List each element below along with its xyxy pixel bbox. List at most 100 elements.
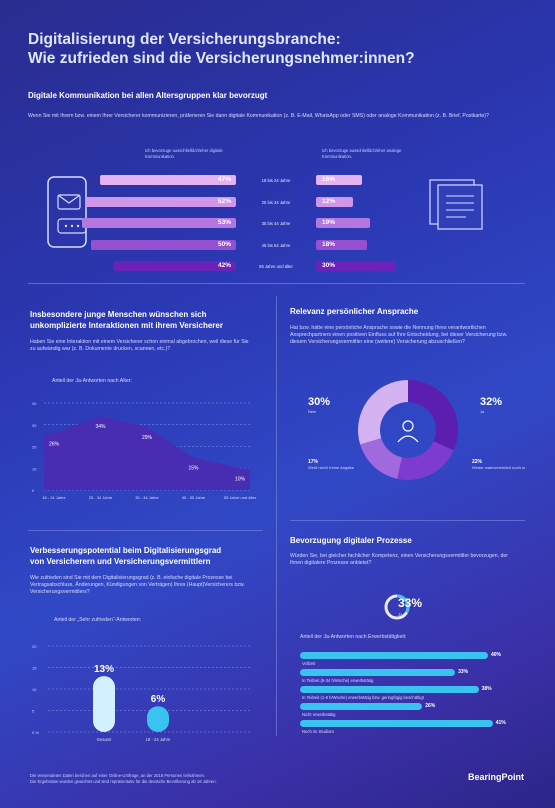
slice-label: Nein: [308, 409, 316, 414]
share-value: 33%: [398, 596, 423, 610]
slice-label: Weiß nicht/ Keine Angabe: [308, 465, 355, 470]
data-label: 34%: [95, 424, 106, 430]
donut-slice: [360, 438, 402, 479]
hbar-label: In Teilzeit (1-8 h/Woche) erwerbstätig b…: [302, 695, 424, 700]
divider-vertical: [276, 296, 277, 736]
section5-question: Würden Sie, bei gleicher fachlicher Komp…: [290, 553, 508, 566]
section2-heading: Insbesondere junge Menschen wünschen sic…: [30, 309, 223, 331]
hbar-value: 33%: [458, 669, 469, 675]
hbar-value: 41%: [495, 720, 506, 726]
bar-value: 13%: [94, 664, 114, 675]
digital-bar: 42%: [114, 261, 236, 271]
documents-icon: [429, 179, 483, 230]
data-label: 29%: [142, 435, 153, 441]
abort-rate-area-chart: 40 30 20 10 0 26% 18 - 24 Jahre 34% 25 - 34 Jahr…: [32, 401, 257, 500]
section3-heading: Relevanz persönlicher Ansprache: [290, 307, 419, 316]
digital-bar: 53%: [82, 218, 236, 228]
hbar-value: 38%: [481, 686, 492, 692]
x-tick-label: 35 - 44 Jahre: [135, 495, 159, 500]
smartphone-chat-icon: [47, 176, 87, 248]
data-label: 26%: [49, 441, 60, 447]
section4-chart-label: Anteil der „Sehr zufrieden“-Antworten:: [54, 617, 142, 623]
footer-note-line1: Die verwendeten Daten beruhen auf einer …: [30, 773, 206, 778]
section1-heading: Digitale Kommunikation bei allen Altersg…: [28, 91, 268, 100]
digital-bar-label: 47%: [217, 176, 231, 183]
bar: [147, 706, 169, 732]
x-tick-label: 25 - 34 Jahre: [89, 495, 113, 500]
x-tick-label: 45 - 55 Jahre: [182, 495, 206, 500]
age-group-label: 55 Jahre und älter: [259, 264, 293, 269]
y-tick-label: 20: [32, 644, 37, 649]
age-group-label: 25 bis 34 Jahre: [261, 199, 291, 205]
title-line-1: Digitalisierung der Versicherungsbranche…: [28, 31, 341, 48]
section2-heading-line1: Insbesondere junge Menschen wünschen sic…: [30, 310, 207, 319]
y-tick-label: 0: [32, 488, 35, 493]
section3-question: Hat bzw. hätte eine persönliche Ansprach…: [290, 325, 508, 345]
analog-bar: 16%: [316, 175, 363, 185]
hbar: [300, 686, 479, 693]
slice-value: 32%: [480, 396, 502, 408]
section4-heading-line2: von Versicherern und Versicherungsvermit…: [30, 557, 211, 566]
analog-bar-label: 18%: [322, 240, 336, 248]
analog-bar: 18%: [316, 239, 368, 250]
donut-slice: [408, 380, 458, 451]
hbar-label: In Teilzeit (8-34 h/Woche) erwerbstätig: [302, 678, 374, 683]
age-group-label: 18 bis 24 Jahre: [261, 178, 291, 183]
y-tick-label: 5: [32, 709, 35, 714]
hbar-label: Vollzeit: [302, 661, 316, 666]
analog-bar-label: 16%: [322, 176, 336, 183]
digital-bar: 50%: [91, 239, 236, 250]
y-tick-label: 40: [32, 401, 37, 406]
legend-digital: Ich bevorzuge ausschließlich/eher digita…: [145, 148, 223, 159]
analog-bar: 30%: [316, 261, 396, 271]
donut-slice: [358, 380, 408, 445]
bar: [93, 676, 115, 732]
hbar-value: 40%: [491, 652, 502, 658]
section2-question: Haben Sie eine Interaktion mit einem Ver…: [30, 339, 249, 352]
digital-bar-label: 53%: [217, 219, 231, 226]
hbar: [300, 720, 493, 727]
slice-value: 22%: [472, 459, 483, 465]
slice-label: Weder wahrscheinlich noch unwahrscheinli…: [472, 465, 525, 470]
y-tick-label: 20: [32, 445, 37, 450]
analog-bar-label: 12%: [322, 197, 336, 205]
analog-bar-label: 30%: [322, 262, 336, 269]
section2-chart-label: Anteil der Ja-Antworten nach Alter:: [52, 378, 132, 384]
digital-bar-label: 50%: [217, 240, 231, 248]
donut-slice: [397, 441, 454, 480]
hbar-value: 26%: [425, 703, 436, 709]
divider: [290, 520, 525, 521]
digital-bar: 52%: [85, 196, 236, 207]
hbar-label: Noch im Studium: [302, 729, 334, 734]
age-group-label: 45 bis 54 Jahre: [261, 242, 291, 248]
footer-note: Die verwendeten Daten beruhen auf einer …: [30, 773, 330, 784]
section4-heading-line1: Verbesserungspotential beim Digitalisier…: [30, 546, 222, 555]
area-series: [44, 416, 250, 490]
y-tick-label: 10: [32, 687, 37, 692]
share-label: Ja: [398, 612, 403, 617]
section2-heading-line2: unkomplizierte Interaktionen mit ihrem V…: [30, 321, 223, 330]
x-tick-label: Gesamt: [97, 737, 112, 742]
hbar-label: Nicht erwerbstätig: [302, 712, 336, 717]
bar-value: 6%: [151, 694, 166, 705]
bearingpoint-logo: BearingPoint: [468, 772, 525, 782]
section5-heading: Bevorzugung digitaler Prozesse: [290, 536, 412, 545]
footer-note-line2: Die Ergebnisse wurden gewichtet und sind…: [30, 778, 217, 784]
share-ring-icon: [384, 594, 410, 620]
page-title: Digitalisierung der Versicherungsbranche…: [28, 30, 498, 68]
hbar: [300, 669, 456, 676]
digital-bar: 47%: [99, 175, 236, 185]
age-group-label: 35 bis 44 Jahre: [261, 221, 291, 226]
personal-approach-donut-chart: 32%Ja 22%Weder wahrscheinlich noch unwahr…: [308, 380, 525, 480]
section5-chart-label: Anteil der Ja-Antworten nach Erwerbstäti…: [300, 634, 407, 640]
analog-bar: 12%: [316, 196, 353, 207]
slice-value: 17%: [308, 459, 319, 465]
y-tick-label: 30: [32, 423, 37, 428]
divider: [28, 283, 525, 284]
person-icon: [397, 435, 419, 443]
x-tick-label: 18 - 24 Jahre: [146, 737, 171, 742]
section4-question: Wie zufrieden sind Sie mit dem Digitalis…: [30, 575, 245, 595]
data-label: 10%: [235, 476, 246, 482]
title-line-2: Wie zufrieden sind die Versicherungsnehm…: [28, 50, 415, 67]
